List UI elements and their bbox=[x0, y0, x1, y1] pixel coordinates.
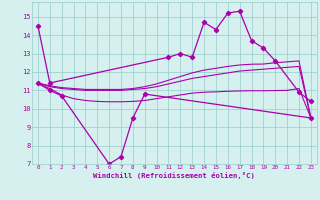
X-axis label: Windchill (Refroidissement éolien,°C): Windchill (Refroidissement éolien,°C) bbox=[93, 172, 255, 179]
